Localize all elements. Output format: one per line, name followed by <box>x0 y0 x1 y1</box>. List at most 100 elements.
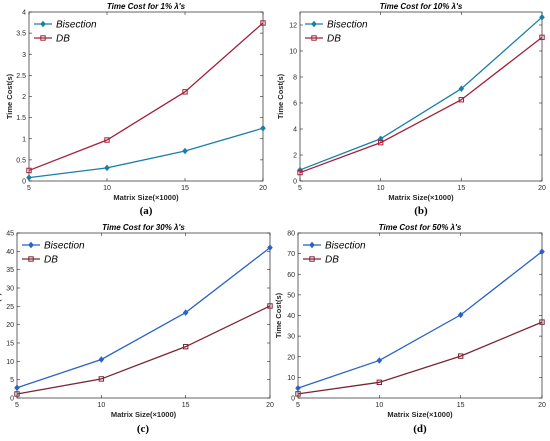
legend-marker-db <box>40 35 46 41</box>
y-tick-label: 5 <box>10 377 14 384</box>
y-tick-label: 60 <box>287 272 295 279</box>
x-tick-label: 10 <box>377 185 385 192</box>
y-tick-label: 0 <box>291 396 295 403</box>
y-tick-label: 0 <box>22 179 26 186</box>
x-tick-label: 5 <box>296 402 300 409</box>
data-point-db <box>539 34 545 41</box>
legend-label-bisection: Bisection <box>325 241 366 252</box>
series-line-bisection <box>297 251 543 389</box>
y-tick-label: 0 <box>293 179 297 186</box>
x-tick-label: 5 <box>15 402 19 409</box>
series-line-db <box>16 305 271 395</box>
data-point-bisection <box>295 384 301 392</box>
plot-area <box>299 11 543 182</box>
data-point-bisection <box>539 248 545 255</box>
data-point-db <box>104 137 110 143</box>
y-tick-label: 6 <box>293 101 297 108</box>
series-line-db <box>299 36 543 174</box>
legend-marker-db <box>309 256 315 262</box>
legend-marker-bisection <box>311 20 317 28</box>
chart-panel-2: 0 2 4 6 8 10 12 5 10 15 20 Time Cost for 10% λ's Mat… <box>276 2 546 217</box>
plot-area <box>28 11 264 182</box>
x-axis-label: Matrix Size(×1000) <box>111 410 177 419</box>
y-tick-label: 35 <box>6 267 14 274</box>
y-axis-label: Time Cost(s) <box>274 292 283 338</box>
data-point-bisection <box>457 311 464 319</box>
x-axis-label: Matrix Size(×1000) <box>113 193 179 202</box>
legend-label-db: DB <box>327 34 341 45</box>
y-tick-label: 0 <box>10 396 14 403</box>
data-point-db <box>377 139 384 146</box>
y-tick-label: 1.5 <box>16 115 26 122</box>
plot-area <box>297 232 543 399</box>
y-tick-label: 2 <box>22 94 26 101</box>
series-line-bisection <box>28 127 264 179</box>
legend-marker-bisection <box>40 20 46 28</box>
data-point-bisection <box>98 356 105 363</box>
data-point-db <box>26 167 32 174</box>
x-tick-label: 15 <box>457 185 465 192</box>
data-point-db <box>14 391 20 397</box>
y-axis-label: Time Cost(s) <box>0 292 2 338</box>
y-tick-label: 30 <box>6 286 14 293</box>
y-tick-label: 3.5 <box>16 31 26 38</box>
y-tick-label: 10 <box>287 375 295 382</box>
data-point-db <box>182 343 189 350</box>
data-point-bisection <box>26 174 32 181</box>
legend-marker-bisection <box>309 241 315 249</box>
data-point-db <box>267 303 273 309</box>
y-tick-label: 3 <box>22 52 26 59</box>
data-point-db <box>98 376 105 382</box>
chart-panel-4: 0 10 20 30 40 50 60 70 80 5 10 15 20 Time Cost for 50… <box>274 223 546 435</box>
series-line-db <box>297 321 543 395</box>
data-point-db <box>376 379 383 386</box>
data-point-db <box>539 319 545 325</box>
y-axis-label: Time Cost(s) <box>5 73 14 119</box>
x-tick-label: 15 <box>181 185 189 192</box>
y-tick-label: 10 <box>6 359 14 366</box>
data-point-bisection <box>458 85 465 92</box>
y-tick-label: 4 <box>293 127 297 134</box>
y-tick-label: 2 <box>293 153 297 160</box>
data-point-bisection <box>104 164 110 172</box>
x-tick-label: 20 <box>538 185 546 192</box>
legend-label-bisection: Bisection <box>44 241 85 252</box>
x-axis-label: Matrix Size(×1000) <box>387 410 453 419</box>
chart-panel-1: 0 0.5 1 1.5 2 2.5 3 3.5 4 5 10 15 20 Time Cost for 1%… <box>5 2 267 217</box>
panel-caption: (a) <box>140 205 153 217</box>
y-tick-label: 2.5 <box>16 73 26 80</box>
data-point-bisection <box>182 309 189 316</box>
y-tick-label: 40 <box>287 313 295 320</box>
legend-label-bisection: Bisection <box>56 20 97 31</box>
y-tick-label: 4 <box>22 10 26 17</box>
x-tick-label: 20 <box>259 185 267 192</box>
legend-marker-bisection <box>28 241 34 249</box>
data-point-bisection <box>267 244 273 251</box>
legend-label-db: DB <box>44 255 58 266</box>
chart-title: Time Cost for 50% λ's <box>379 223 462 232</box>
panel-caption: (d) <box>413 423 427 435</box>
y-tick-label: 70 <box>287 251 295 258</box>
x-tick-label: 10 <box>375 402 383 409</box>
y-tick-label: 25 <box>6 304 14 311</box>
legend-label-db: DB <box>56 34 70 45</box>
legend-marker-db <box>28 256 34 262</box>
x-tick-label: 20 <box>538 402 546 409</box>
y-tick-label: 8 <box>293 75 297 82</box>
y-tick-label: 40 <box>6 249 14 256</box>
panel-caption: (b) <box>414 205 428 217</box>
y-axis-label: Time Cost(s) <box>276 73 285 119</box>
data-point-bisection <box>14 384 20 391</box>
legend-label-bisection: Bisection <box>327 20 368 31</box>
data-point-db <box>182 89 188 95</box>
y-tick-label: 0.5 <box>16 157 26 164</box>
data-point-db <box>458 97 465 103</box>
data-point-db <box>260 20 266 26</box>
x-tick-label: 10 <box>97 402 105 409</box>
data-point-bisection <box>260 124 266 132</box>
y-tick-label: 20 <box>287 354 295 361</box>
legend-marker-db <box>311 35 317 41</box>
y-tick-label: 50 <box>287 292 295 299</box>
y-tick-label: 10 <box>289 49 297 56</box>
